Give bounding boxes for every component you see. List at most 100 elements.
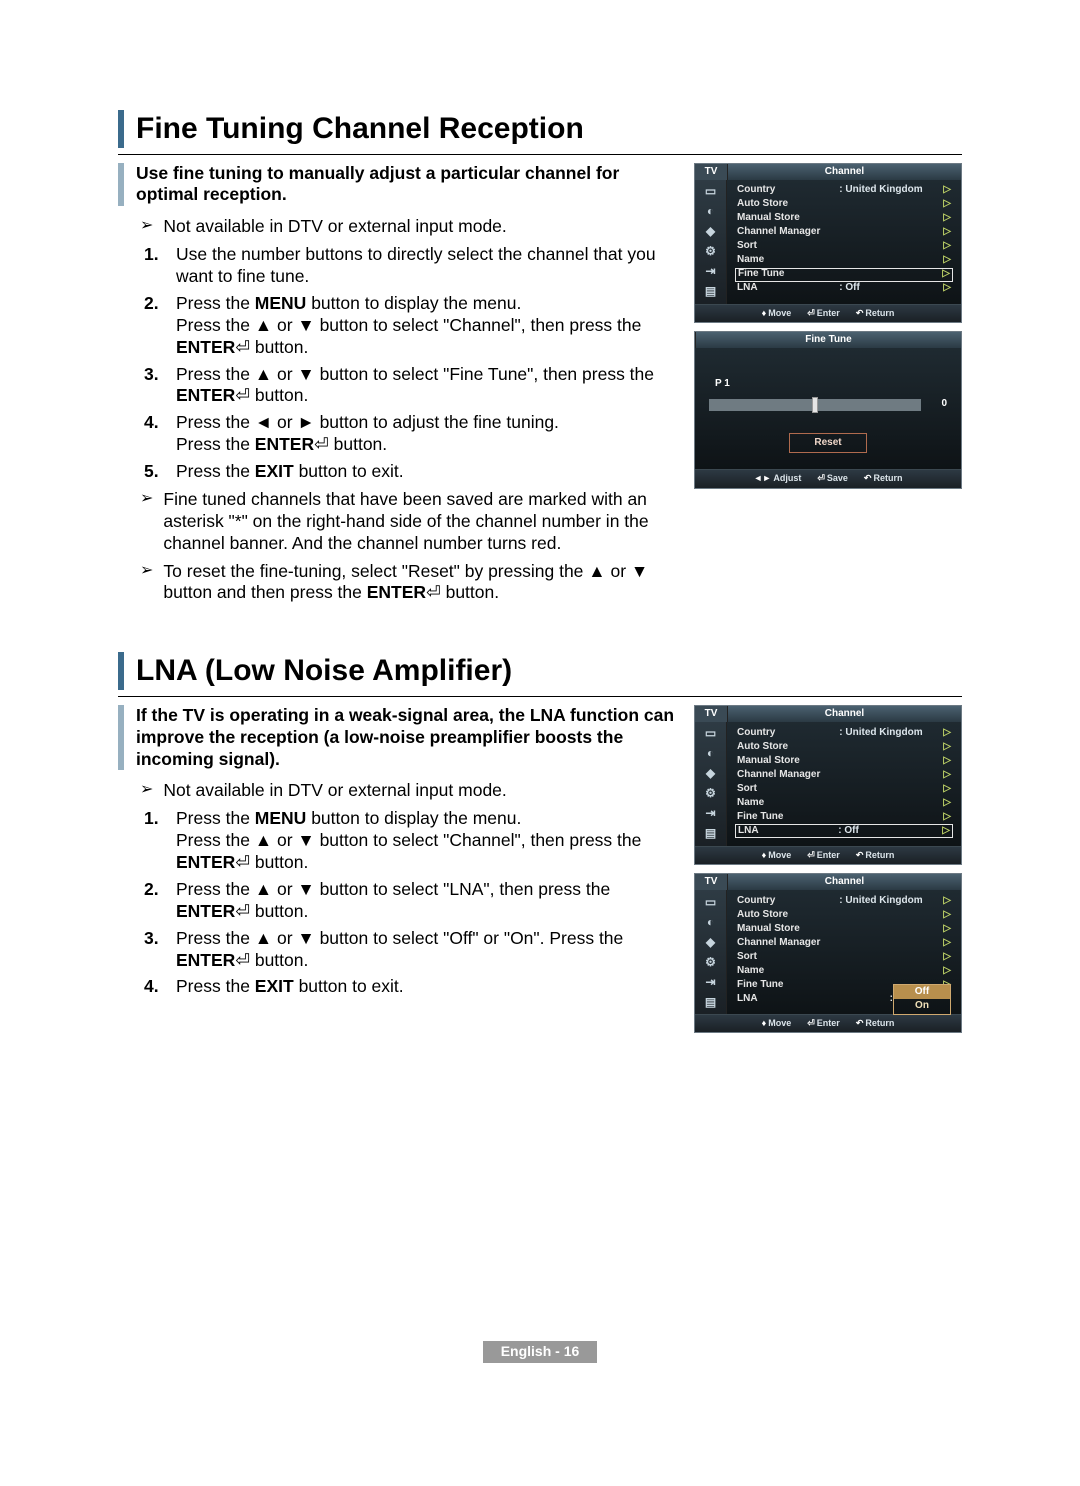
menu-item[interactable]: Sort▷ <box>735 782 953 796</box>
menu-item[interactable]: Fine Tune▷ <box>735 268 953 282</box>
tv-sidebar-icons: ▭ ◐ ◆ ⚙ ⇥ ▤ <box>695 890 727 1014</box>
step-text: Use the number buttons to directly selec… <box>176 244 676 288</box>
tv-menu-list: Country: United Kingdom▷Auto Store▷Manua… <box>727 180 961 304</box>
lna-options-popup[interactable]: OffOn <box>893 984 951 1015</box>
section1-rule <box>118 154 962 155</box>
setup-icon: ⚙ <box>701 244 721 260</box>
section2-text: If the TV is operating in a weak-signal … <box>118 705 676 1042</box>
step-text: Press the ▲ or ▼ button to select "Off" … <box>176 928 676 972</box>
section2-note-top: ➢ Not available in DTV or external input… <box>140 780 676 802</box>
section2-rule <box>118 696 962 697</box>
menu-item[interactable]: LNA: Off▷ <box>735 824 953 838</box>
tv-footer: ♦Move ⏎Enter ↶Return <box>695 1014 961 1032</box>
menu-item[interactable]: Channel Manager▷ <box>735 226 953 240</box>
setup-icon: ⚙ <box>701 954 721 970</box>
finetune-value: 0 <box>929 398 947 411</box>
menu-item[interactable]: Name▷ <box>735 796 953 810</box>
menu-item[interactable]: Country: United Kingdom▷ <box>735 894 953 908</box>
step-text: Press the ▲ or ▼ button to select "LNA",… <box>176 879 676 923</box>
tv-header-title: Channel <box>727 874 961 890</box>
section1-steps: Use the number buttons to directly selec… <box>144 244 676 483</box>
note-mark-icon: ➢ <box>140 491 153 555</box>
channel-icon: ◆ <box>701 766 721 782</box>
channel-icon: ◆ <box>701 224 721 240</box>
section1-row: Use fine tuning to manually adjust a par… <box>118 163 962 611</box>
dtv-icon: ▤ <box>701 826 721 842</box>
sound-icon: ◐ <box>701 204 721 220</box>
page-footer: English - 16 <box>118 1341 962 1363</box>
setup-icon: ⚙ <box>701 786 721 802</box>
menu-item[interactable]: Channel Manager▷ <box>735 768 953 782</box>
section1-note-b: ➢ To reset the fine-tuning, select "Rese… <box>140 561 676 605</box>
menu-item[interactable]: Auto Store▷ <box>735 198 953 212</box>
menu-item[interactable]: Name▷ <box>735 964 953 978</box>
menu-item[interactable]: LNA: Off▷ <box>735 282 953 296</box>
step-text: Press the MENU button to display the men… <box>176 808 676 874</box>
note-text: Not available in DTV or external input m… <box>163 216 506 238</box>
menu-item[interactable]: Country: United Kingdom▷ <box>735 184 953 198</box>
tv-header-title: Channel <box>727 706 961 722</box>
menu-item[interactable]: Manual Store▷ <box>735 212 953 226</box>
page-footer-text: English - 16 <box>483 1341 598 1363</box>
note-text: Fine tuned channels that have been saved… <box>163 489 676 555</box>
note-mark-icon: ➢ <box>140 782 153 802</box>
section1-text: Use fine tuning to manually adjust a par… <box>118 163 676 611</box>
tv-menu-list: Country: United Kingdom▷Auto Store▷Manua… <box>727 722 961 846</box>
tv-sidebar-icons: ▭ ◐ ◆ ⚙ ⇥ ▤ <box>695 722 727 846</box>
section1-intro: Use fine tuning to manually adjust a par… <box>118 163 676 207</box>
tv-menu-channel-finetune: TV Channel ▭ ◐ ◆ ⚙ ⇥ ▤ Country: United K… <box>694 163 962 323</box>
slider-knob[interactable] <box>812 397 818 413</box>
sound-icon: ◐ <box>701 914 721 930</box>
tv-menu-channel-lna-popup: TV Channel ▭ ◐ ◆ ⚙ ⇥ ▤ Country: United K… <box>694 873 962 1033</box>
picture-icon: ▭ <box>701 726 721 742</box>
step-text: Press the EXIT button to exit. <box>176 976 676 998</box>
section2-row: If the TV is operating in a weak-signal … <box>118 705 962 1042</box>
finetune-slider[interactable]: 0 <box>709 398 947 411</box>
step-text: Press the EXIT button to exit. <box>176 461 676 483</box>
section2-title: LNA (Low Noise Amplifier) <box>118 652 962 690</box>
input-icon: ⇥ <box>701 806 721 822</box>
tv-footer: ♦Move ⏎Enter ↶Return <box>695 846 961 864</box>
step-text: Press the ▲ or ▼ button to select "Fine … <box>176 364 676 408</box>
note-text: Not available in DTV or external input m… <box>163 780 506 802</box>
tv-corner: TV <box>695 164 727 180</box>
reset-button[interactable]: Reset <box>789 433 866 454</box>
input-icon: ⇥ <box>701 264 721 280</box>
tv-sidebar-icons: ▭ ◐ ◆ ⚙ ⇥ ▤ <box>695 180 727 304</box>
menu-item[interactable]: Auto Store▷ <box>735 908 953 922</box>
dtv-icon: ▤ <box>701 994 721 1010</box>
note-mark-icon: ➢ <box>140 218 153 238</box>
step-text: Press the ◄ or ► button to adjust the fi… <box>176 412 676 456</box>
step-text: Press the MENU button to display the men… <box>176 293 676 359</box>
menu-item[interactable]: Fine Tune▷ <box>735 810 953 824</box>
tv-menu-channel-lna: TV Channel ▭ ◐ ◆ ⚙ ⇥ ▤ Country: United K… <box>694 705 962 865</box>
menu-item[interactable]: LNA:OffOn <box>735 992 953 1006</box>
tv-finetune-panel: Fine Tune P 1 0 Reset ◄►Adjust ⏎Save ↶Re… <box>694 331 962 489</box>
tv-header-title: Fine Tune <box>695 332 961 348</box>
note-mark-icon: ➢ <box>140 563 153 605</box>
section2-intro: If the TV is operating in a weak-signal … <box>118 705 676 771</box>
tv-header-title: Channel <box>727 164 961 180</box>
menu-item[interactable]: Country: United Kingdom▷ <box>735 726 953 740</box>
tv-footer: ◄►Adjust ⏎Save ↶Return <box>695 469 961 487</box>
menu-item[interactable]: Manual Store▷ <box>735 754 953 768</box>
tv-corner: TV <box>695 706 727 722</box>
finetune-channel-label: P 1 <box>715 378 730 391</box>
picture-icon: ▭ <box>701 894 721 910</box>
section2-steps: Press the MENU button to display the men… <box>144 808 676 998</box>
dtv-icon: ▤ <box>701 284 721 300</box>
menu-item[interactable]: Sort▷ <box>735 240 953 254</box>
note-text: To reset the fine-tuning, select "Reset"… <box>163 561 676 605</box>
channel-icon: ◆ <box>701 934 721 950</box>
menu-item[interactable]: Auto Store▷ <box>735 740 953 754</box>
tv-corner: TV <box>695 874 727 890</box>
section2-screens: TV Channel ▭ ◐ ◆ ⚙ ⇥ ▤ Country: United K… <box>694 705 962 1042</box>
tv-footer: ♦Move ⏎Enter ↶Return <box>695 304 961 322</box>
input-icon: ⇥ <box>701 974 721 990</box>
section1-screens: TV Channel ▭ ◐ ◆ ⚙ ⇥ ▤ Country: United K… <box>694 163 962 611</box>
menu-item[interactable]: Sort▷ <box>735 950 953 964</box>
menu-item[interactable]: Channel Manager▷ <box>735 936 953 950</box>
menu-item[interactable]: Name▷ <box>735 254 953 268</box>
section1-note-a: ➢ Fine tuned channels that have been sav… <box>140 489 676 555</box>
menu-item[interactable]: Manual Store▷ <box>735 922 953 936</box>
